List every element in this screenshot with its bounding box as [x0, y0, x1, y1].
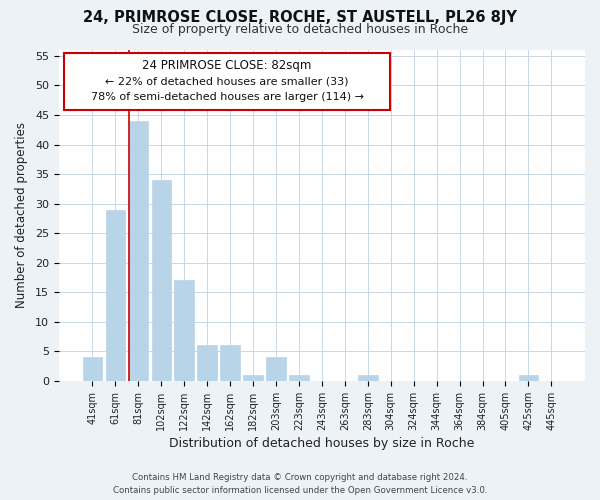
Text: 24 PRIMROSE CLOSE: 82sqm: 24 PRIMROSE CLOSE: 82sqm	[142, 59, 312, 72]
Bar	[106, 210, 125, 381]
Bar	[266, 358, 286, 381]
Y-axis label: Number of detached properties: Number of detached properties	[15, 122, 28, 308]
Bar	[197, 346, 217, 381]
Bar	[289, 375, 309, 381]
Bar	[152, 180, 171, 381]
Bar	[175, 280, 194, 381]
Bar	[128, 121, 148, 381]
Text: ← 22% of detached houses are smaller (33): ← 22% of detached houses are smaller (33…	[106, 76, 349, 86]
Bar	[244, 375, 263, 381]
Text: Contains HM Land Registry data © Crown copyright and database right 2024.
Contai: Contains HM Land Registry data © Crown c…	[113, 473, 487, 495]
Text: Size of property relative to detached houses in Roche: Size of property relative to detached ho…	[132, 22, 468, 36]
Bar	[358, 375, 377, 381]
Text: 78% of semi-detached houses are larger (114) →: 78% of semi-detached houses are larger (…	[91, 92, 364, 102]
X-axis label: Distribution of detached houses by size in Roche: Distribution of detached houses by size …	[169, 437, 475, 450]
Bar	[220, 346, 240, 381]
FancyBboxPatch shape	[64, 54, 391, 110]
Bar	[83, 358, 102, 381]
Text: 24, PRIMROSE CLOSE, ROCHE, ST AUSTELL, PL26 8JY: 24, PRIMROSE CLOSE, ROCHE, ST AUSTELL, P…	[83, 10, 517, 25]
Bar	[518, 375, 538, 381]
